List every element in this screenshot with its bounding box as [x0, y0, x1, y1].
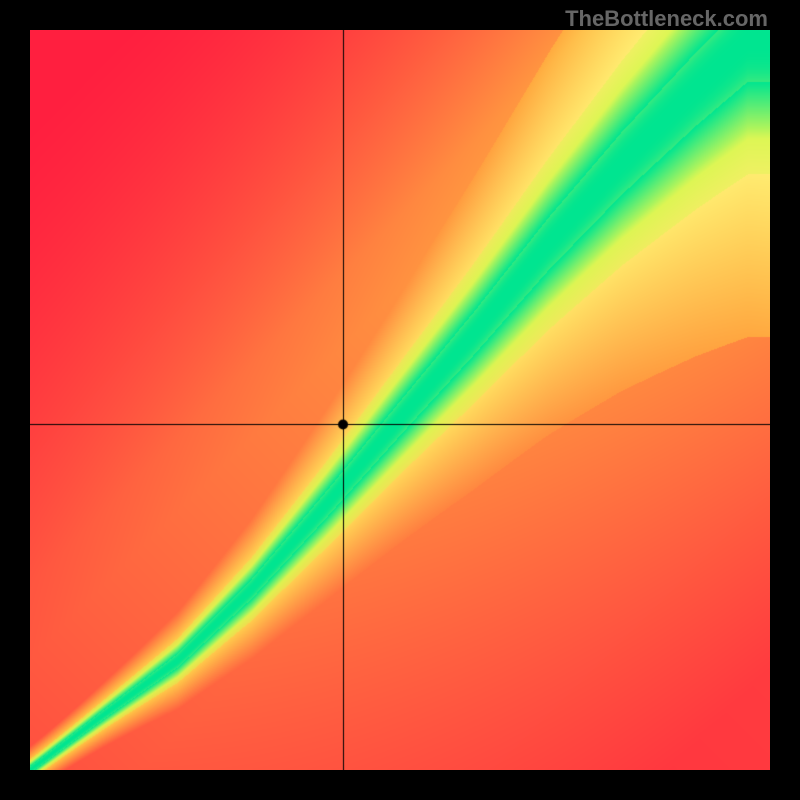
heatmap-canvas: [30, 30, 770, 770]
watermark-text: TheBottleneck.com: [565, 6, 768, 32]
chart-container: TheBottleneck.com: [0, 0, 800, 800]
bottleneck-heatmap: [30, 30, 770, 770]
